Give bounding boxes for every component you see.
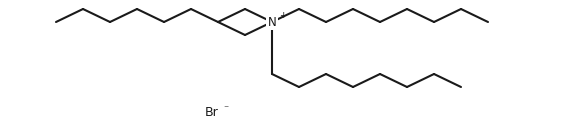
Text: +: +	[279, 12, 287, 20]
Text: Br: Br	[205, 106, 219, 120]
Text: ⁻: ⁻	[223, 104, 228, 114]
Text: N: N	[268, 15, 277, 29]
